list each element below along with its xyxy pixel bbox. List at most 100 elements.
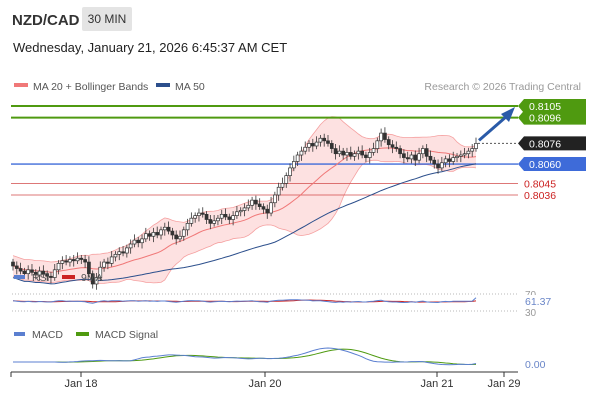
interval-badge[interactable] xyxy=(82,7,132,31)
candle xyxy=(231,211,235,226)
candle-body xyxy=(235,211,239,216)
rsi-last-value: 61.37 xyxy=(525,296,551,308)
candle-body xyxy=(121,251,125,254)
candle-body xyxy=(231,215,235,220)
candle xyxy=(261,203,266,214)
candle-body xyxy=(424,148,429,157)
candle xyxy=(238,207,243,217)
candle-body xyxy=(37,270,42,276)
candle xyxy=(458,150,463,163)
candle-body xyxy=(143,233,148,240)
candle xyxy=(269,196,273,217)
candle-body xyxy=(14,265,19,269)
candle-body xyxy=(18,268,23,272)
rsi-value-bg xyxy=(522,295,556,308)
candle-body xyxy=(181,229,186,237)
candle-body xyxy=(333,148,338,155)
candle xyxy=(291,155,296,172)
forecast-arrow-shaft xyxy=(478,114,508,142)
candle xyxy=(189,212,194,227)
support-tag-label: 0.8036 xyxy=(524,190,556,202)
candle xyxy=(409,151,414,164)
candle xyxy=(136,236,141,248)
candle-body xyxy=(394,146,399,149)
candle xyxy=(109,251,114,267)
candle-body xyxy=(421,148,425,155)
candle xyxy=(443,155,448,168)
candle xyxy=(204,211,209,225)
candle-body xyxy=(52,269,57,278)
candle xyxy=(402,149,406,164)
bollinger-upper xyxy=(12,116,477,263)
candle xyxy=(90,270,95,289)
candle xyxy=(94,273,99,290)
candle-body xyxy=(265,208,270,214)
candle xyxy=(159,226,163,240)
macd-swatch xyxy=(14,332,25,336)
candle-body xyxy=(383,132,387,140)
candle-body xyxy=(276,186,281,196)
candle xyxy=(170,227,175,240)
x-tick-label: Jan 21 xyxy=(420,378,453,390)
candle-body xyxy=(26,269,31,275)
candle-body xyxy=(117,251,122,255)
forecast-arrow xyxy=(478,107,515,142)
candle-body xyxy=(436,163,440,169)
candle xyxy=(367,147,372,164)
bollinger-band xyxy=(12,116,477,285)
pivot-tag xyxy=(518,157,586,172)
candle xyxy=(113,251,118,262)
candle xyxy=(405,151,410,163)
candle xyxy=(451,151,456,165)
candle xyxy=(455,153,459,163)
macd-signal-legend-label: MACD Signal xyxy=(95,329,158,341)
candle xyxy=(371,142,376,156)
candle-body xyxy=(307,143,311,148)
candle-body xyxy=(345,152,349,156)
candle-body xyxy=(22,270,27,275)
candle xyxy=(68,256,72,267)
candle xyxy=(87,256,91,277)
symbol-title: NZD/CAD xyxy=(12,12,80,29)
candle xyxy=(26,265,31,280)
candle xyxy=(329,140,334,154)
ma50-line xyxy=(12,163,477,285)
candle-body xyxy=(140,238,144,244)
interval-label[interactable]: 30 MIN xyxy=(88,12,127,26)
candle-body xyxy=(356,150,361,155)
x-tick-label: Jan 20 xyxy=(248,378,281,390)
candle xyxy=(52,264,57,281)
candle-body xyxy=(409,154,414,160)
macd-line xyxy=(13,347,477,366)
candle-body xyxy=(398,148,402,155)
candle xyxy=(208,214,213,230)
candle-body xyxy=(219,213,224,219)
candle xyxy=(348,146,353,160)
credit-label: Research © 2026 Trading Central xyxy=(424,81,581,93)
candle-body xyxy=(204,213,209,220)
x-tick-label: Jan 29 xyxy=(487,378,520,390)
candle xyxy=(307,140,311,152)
candle xyxy=(33,269,38,280)
candle xyxy=(193,212,198,223)
candle-body xyxy=(208,219,213,224)
candle-body xyxy=(79,257,84,260)
candle-body xyxy=(329,143,334,149)
candle xyxy=(178,230,182,243)
candle xyxy=(424,144,429,163)
candle-body xyxy=(318,137,323,143)
candle xyxy=(132,234,137,248)
candle-body xyxy=(200,212,205,215)
candle-body xyxy=(60,260,65,264)
candle-body xyxy=(462,153,467,156)
candle-body xyxy=(83,259,87,263)
candle xyxy=(326,135,330,147)
x-tick-label: Jan 18 xyxy=(64,378,97,390)
candle xyxy=(60,256,65,270)
ma50-swatch xyxy=(156,83,170,87)
candle xyxy=(345,147,349,161)
candle xyxy=(314,136,319,150)
candle-body xyxy=(56,263,61,271)
candle xyxy=(140,234,144,249)
candle-body xyxy=(159,229,163,236)
